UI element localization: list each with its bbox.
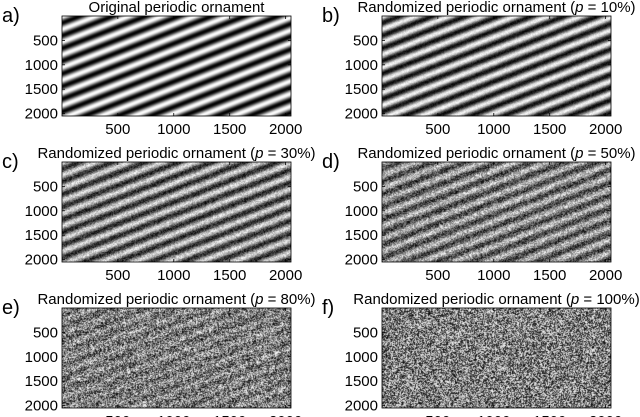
y-tick-label: 500 <box>33 32 58 49</box>
ornament-image <box>62 308 291 408</box>
y-tick-label: 2000 <box>345 252 378 269</box>
panel-label: f) <box>322 297 334 319</box>
x-tick-label: 1000 <box>157 413 190 417</box>
axes-frame <box>61 15 292 117</box>
y-tick-label: 1500 <box>25 373 58 390</box>
y-tick-label: 500 <box>353 324 378 341</box>
y-tick-label: 2000 <box>25 398 58 415</box>
panel-label: e) <box>2 297 20 319</box>
x-tick-label: 2000 <box>269 413 302 417</box>
x-tick-label: 1000 <box>477 121 510 138</box>
x-tick-label: 1500 <box>213 121 246 138</box>
y-tick-label: 1000 <box>25 349 58 366</box>
y-tick-label: 1500 <box>345 373 378 390</box>
panel-title: Randomized periodic ornament (p = 10%) <box>357 0 635 16</box>
x-tick-label: 1000 <box>477 413 510 417</box>
panel-e: 500 1000 1500 2000 500 1000 1500 2000 e) Randomiz… <box>2 291 316 417</box>
axes-frame <box>61 161 292 263</box>
x-tick-label: 1000 <box>157 267 190 284</box>
y-tick-label: 1000 <box>25 57 58 74</box>
x-tick-label: 2000 <box>269 121 302 138</box>
panel-d: 500 1000 1500 2000 500 1000 1500 2000 d) Randomiz… <box>322 145 636 284</box>
x-tick-label: 500 <box>425 267 450 284</box>
y-tick-label: 2000 <box>25 106 58 123</box>
y-tick-label: 500 <box>33 324 58 341</box>
panel-title: Randomized periodic ornament (p = 80%) <box>37 291 315 308</box>
ornament-image <box>62 162 291 262</box>
x-tick-label: 2000 <box>589 121 622 138</box>
y-tick-label: 1000 <box>345 203 378 220</box>
x-tick-label: 500 <box>425 413 450 417</box>
y-tick-label: 2000 <box>25 252 58 269</box>
x-tick-label: 1500 <box>213 413 246 417</box>
panel-title: Original periodic ornament <box>89 0 266 16</box>
y-tick-label: 2000 <box>345 398 378 415</box>
panel-label: b) <box>322 5 340 27</box>
axes-frame <box>61 307 292 409</box>
panel-b: 500 1000 1500 2000 500 1000 1500 2000 b) Randomiz… <box>322 0 636 138</box>
y-tick-label: 1500 <box>25 81 58 98</box>
x-tick-label: 500 <box>425 121 450 138</box>
x-tick-label: 2000 <box>589 267 622 284</box>
x-tick-label: 1500 <box>213 267 246 284</box>
x-tick-label: 500 <box>105 121 130 138</box>
y-tick-label: 1000 <box>345 349 378 366</box>
x-tick-label: 1500 <box>533 121 566 138</box>
panel-a: 500 1000 1500 2000 500 1000 1500 2000 a) Original… <box>2 0 302 138</box>
ornament-image <box>382 16 611 116</box>
y-tick-label: 2000 <box>345 106 378 123</box>
ornament-image <box>382 162 611 262</box>
panel-label: c) <box>2 151 19 173</box>
y-tick-label: 1500 <box>25 227 58 244</box>
y-tick-label: 1500 <box>345 227 378 244</box>
panel-label: a) <box>2 5 20 27</box>
x-tick-label: 1000 <box>157 121 190 138</box>
x-tick-label: 2000 <box>269 267 302 284</box>
ornament-image <box>62 16 291 116</box>
panel-title: Randomized periodic ornament (p = 50%) <box>357 145 635 162</box>
x-tick-label: 500 <box>105 267 130 284</box>
x-tick-label: 1000 <box>477 267 510 284</box>
x-tick-label: 1500 <box>533 413 566 417</box>
axes-frame <box>381 307 612 409</box>
x-tick-label: 2000 <box>589 413 622 417</box>
y-tick-label: 500 <box>353 32 378 49</box>
panel-title: Randomized periodic ornament (p = 30%) <box>37 145 315 162</box>
panel-f: 500 1000 1500 2000 500 1000 1500 2000 f) Randomiz… <box>322 291 640 417</box>
panel-title: Randomized periodic ornament (p = 100%) <box>353 291 639 308</box>
axes-frame <box>381 15 612 117</box>
x-tick-label: 500 <box>105 413 130 417</box>
y-tick-label: 1000 <box>25 203 58 220</box>
axes-frame <box>381 161 612 263</box>
y-tick-label: 500 <box>353 178 378 195</box>
y-tick-label: 1500 <box>345 81 378 98</box>
y-tick-label: 500 <box>33 178 58 195</box>
panel-label: d) <box>322 151 340 173</box>
x-tick-label: 1500 <box>533 267 566 284</box>
y-tick-label: 1000 <box>345 57 378 74</box>
panel-c: 500 1000 1500 2000 500 1000 1500 2000 c) Randomiz… <box>2 145 316 284</box>
ornament-image <box>382 308 611 408</box>
